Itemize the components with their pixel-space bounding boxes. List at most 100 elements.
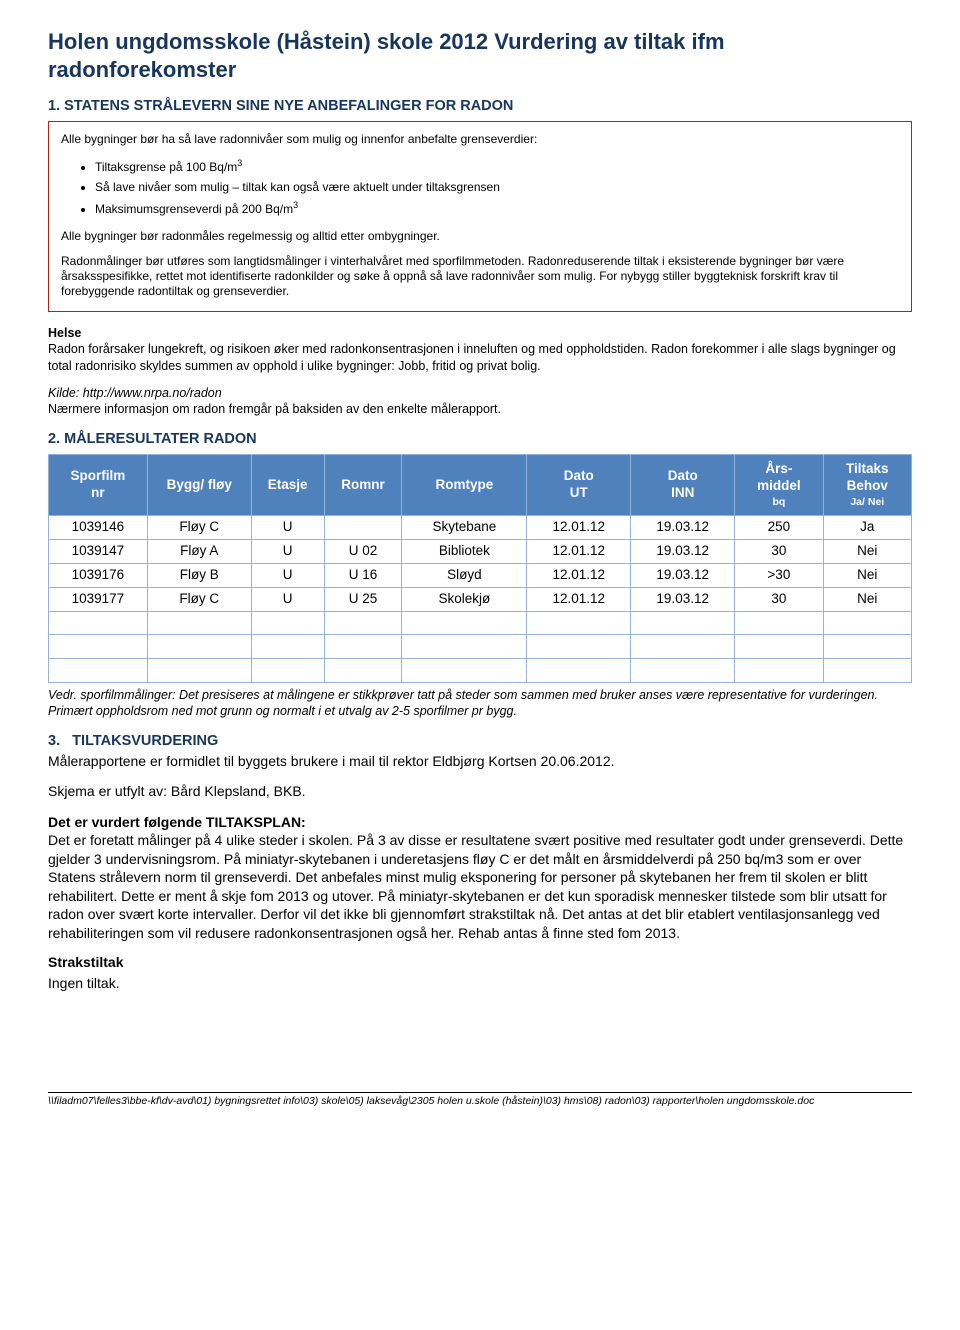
table-cell	[527, 611, 631, 635]
table-header: TiltaksBehovJa/ Nei	[823, 455, 911, 516]
table-cell	[147, 635, 251, 659]
table-header: Bygg/ fløy	[147, 455, 251, 516]
table-cell: 1039147	[49, 539, 148, 563]
table-row	[49, 635, 912, 659]
table-header: Års-middelbq	[735, 455, 823, 516]
table-row: 1039146Fløy CUSkytebane12.01.1219.03.122…	[49, 516, 912, 540]
table-cell: Fløy C	[147, 516, 251, 540]
table-header-row: SporfilmnrBygg/ fløyEtasjeRomnrRomtypeDa…	[49, 455, 912, 516]
table-cell: 1039177	[49, 587, 148, 611]
superscript: 3	[237, 158, 242, 168]
table-cell: Fløy A	[147, 539, 251, 563]
table-cell: 1039146	[49, 516, 148, 540]
table-cell: 250	[735, 516, 823, 540]
table-cell	[251, 659, 324, 683]
superscript: 3	[293, 200, 298, 210]
table-cell	[527, 635, 631, 659]
table-cell: Skytebane	[402, 516, 527, 540]
table-cell: Ja	[823, 516, 911, 540]
bullet-item: Så lave nivåer som mulig – tiltak kan og…	[95, 179, 899, 195]
table-cell: U 25	[324, 587, 402, 611]
bullet-item: Maksimumsgrenseverdi på 200 Bq/m3	[95, 199, 899, 217]
table-cell: Nei	[823, 539, 911, 563]
table-cell: U 02	[324, 539, 402, 563]
table-row: 1039176Fløy BUU 16Sløyd12.01.1219.03.12>…	[49, 563, 912, 587]
table-header: Sporfilmnr	[49, 455, 148, 516]
table-cell	[49, 611, 148, 635]
kilde-desc: Nærmere informasjon om radon fremgår på …	[48, 402, 912, 418]
measurements-table: SporfilmnrBygg/ fløyEtasjeRomnrRomtypeDa…	[48, 454, 912, 683]
table-cell	[324, 611, 402, 635]
section1-after-bullets: Alle bygninger bør radonmåles regelmessi…	[61, 229, 899, 244]
table-cell: Skolekjø	[402, 587, 527, 611]
section3-p1: Målerapportene er formidlet til byggets …	[48, 752, 912, 770]
bullet-item: Tiltaksgrense på 100 Bq/m3	[95, 157, 899, 175]
table-cell: Fløy B	[147, 563, 251, 587]
table-cell: 30	[735, 539, 823, 563]
table-cell	[147, 659, 251, 683]
table-cell: Nei	[823, 563, 911, 587]
table-cell: 1039176	[49, 563, 148, 587]
table-cell	[823, 635, 911, 659]
table-cell: Sløyd	[402, 563, 527, 587]
title-part1: Holen ungdomsskole (Håstein) skole 2012	[48, 29, 488, 54]
table-cell	[251, 635, 324, 659]
kilde-label: Kilde: http://www.nrpa.no/radon	[48, 386, 912, 402]
table-header: DatoINN	[631, 455, 735, 516]
helse-label: Helse	[48, 326, 912, 342]
section1-intro: Alle bygninger bør ha så lave radonnivåe…	[61, 132, 899, 147]
section3-p2: Skjema er utfylt av: Bård Klepsland, BKB…	[48, 782, 912, 800]
table-header: Romnr	[324, 455, 402, 516]
section3-plan: Det er vurdert følgende TILTAKSPLAN: Det…	[48, 813, 912, 942]
table-cell: Nei	[823, 587, 911, 611]
plan-label: Det er vurdert følgende TILTAKSPLAN:	[48, 814, 306, 830]
recommendations-box: Alle bygninger bør ha så lave radonnivåe…	[48, 121, 912, 312]
table-cell: U	[251, 539, 324, 563]
table-cell: U	[251, 587, 324, 611]
table-cell	[402, 659, 527, 683]
document-title: Holen ungdomsskole (Håstein) skole 2012 …	[48, 28, 912, 83]
section2-heading: 2. MÅLERESULTATER RADON	[48, 430, 912, 448]
table-cell: 12.01.12	[527, 516, 631, 540]
table-cell	[631, 611, 735, 635]
table-cell	[735, 611, 823, 635]
table-cell: Bibliotek	[402, 539, 527, 563]
table-row	[49, 659, 912, 683]
table-header: Romtype	[402, 455, 527, 516]
table-cell	[631, 659, 735, 683]
table-cell	[631, 635, 735, 659]
table-cell	[402, 611, 527, 635]
table-cell	[49, 659, 148, 683]
table-note: Vedr. sporfilmmålinger: Det presiseres a…	[48, 687, 912, 720]
table-cell	[402, 635, 527, 659]
table-cell: 19.03.12	[631, 563, 735, 587]
table-row	[49, 611, 912, 635]
helse-body: Radon forårsaker lungekreft, og risikoen…	[48, 341, 912, 374]
table-header: DatoUT	[527, 455, 631, 516]
strak-label: Strakstiltak	[48, 954, 912, 972]
table-body: 1039146Fløy CUSkytebane12.01.1219.03.122…	[49, 516, 912, 683]
table-cell: 19.03.12	[631, 539, 735, 563]
table-cell: Fløy C	[147, 587, 251, 611]
table-cell	[823, 659, 911, 683]
table-cell: U 16	[324, 563, 402, 587]
table-cell: 12.01.12	[527, 563, 631, 587]
table-cell: >30	[735, 563, 823, 587]
table-cell: 30	[735, 587, 823, 611]
table-cell	[324, 659, 402, 683]
table-cell: 12.01.12	[527, 539, 631, 563]
section1-para2: Radonmålinger bør utføres som langtidsmå…	[61, 254, 899, 299]
table-cell	[251, 611, 324, 635]
strak-body: Ingen tiltak.	[48, 974, 912, 992]
section1-bullets: Tiltaksgrense på 100 Bq/m3 Så lave nivåer…	[95, 157, 899, 217]
helse-block: Helse Radon forårsaker lungekreft, og ri…	[48, 326, 912, 374]
table-cell	[735, 635, 823, 659]
table-cell: 19.03.12	[631, 587, 735, 611]
footer-path: \\filadm07\felles3\bbe-kf\dv-avd\01) byg…	[48, 1092, 912, 1108]
table-cell	[735, 659, 823, 683]
table-cell: U	[251, 563, 324, 587]
plan-body: Det er foretatt målinger på 4 ulike sted…	[48, 832, 903, 940]
table-cell	[324, 635, 402, 659]
table-cell	[324, 516, 402, 540]
section3-heading: 3. TILTAKSVURDERING	[48, 732, 912, 750]
